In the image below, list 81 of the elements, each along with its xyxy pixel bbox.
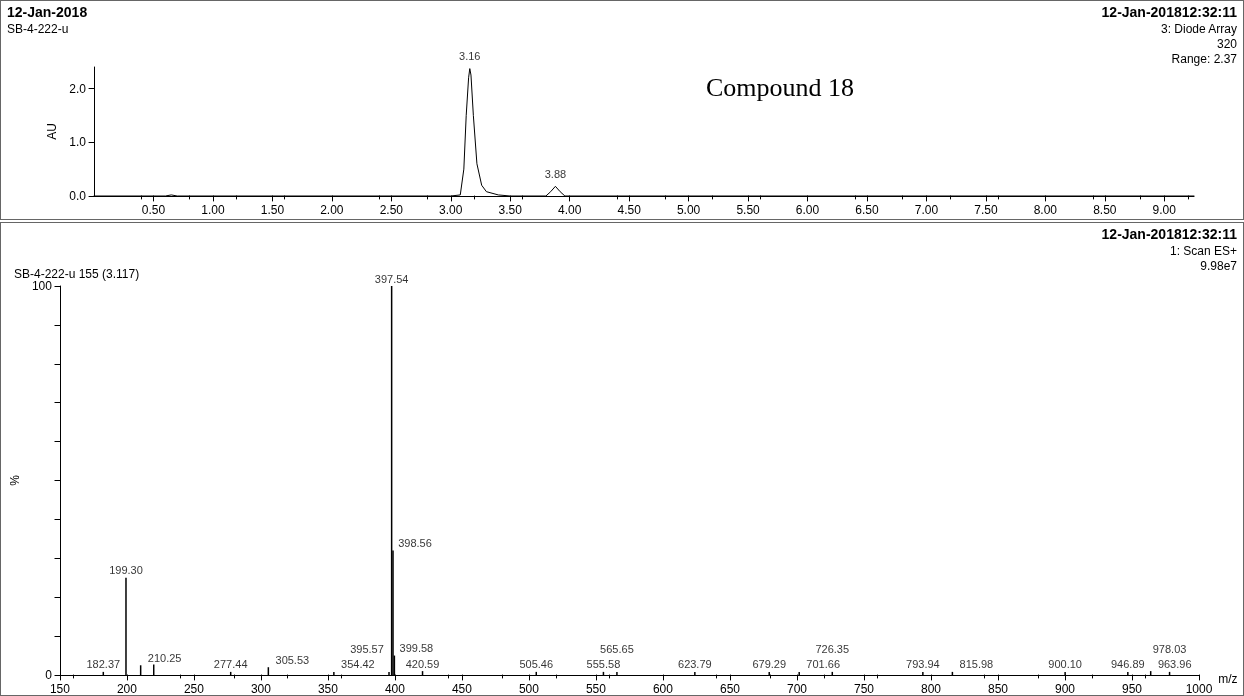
x-tick-label: 4.00 xyxy=(558,203,582,217)
y-tick-label: 0 xyxy=(45,668,53,682)
text: SB-4-222-u xyxy=(7,22,69,36)
text: 1: Scan ES+ xyxy=(1169,244,1237,258)
x-tick-label: 8.00 xyxy=(1033,203,1058,217)
x-tick-label: 600 xyxy=(652,682,674,696)
x-tick-label: 450 xyxy=(451,682,473,696)
x-tick-label: 2.00 xyxy=(320,203,344,217)
y-tick-label: 100 xyxy=(31,279,53,293)
x-tick-label: 200 xyxy=(116,682,138,696)
x-tick-label: 1000 xyxy=(1185,682,1213,696)
annotation: 963.96 xyxy=(1157,657,1192,670)
annotation: 555.58 xyxy=(586,658,621,671)
annotation: 978.03 xyxy=(1152,643,1187,656)
annotation: 397.54 xyxy=(374,272,409,285)
x-tick-label: 1.00 xyxy=(201,203,225,217)
annotation: 623.79 xyxy=(678,658,712,671)
annotation: 505.46 xyxy=(519,658,554,671)
x-tick-label: 150 xyxy=(49,682,71,696)
x-tick-label: 700 xyxy=(786,682,808,696)
x-tick-label: 650 xyxy=(719,682,741,696)
x-tick-label: 6.00 xyxy=(795,203,820,217)
annotation: 946.89 xyxy=(1111,658,1145,671)
x-tick-label: 7.00 xyxy=(914,203,939,217)
text: 9.98e7 xyxy=(1200,259,1238,273)
x-tick-label: 0.50 xyxy=(141,203,166,217)
text: 3: Diode Array xyxy=(1160,22,1237,36)
x-tick-label: 900 xyxy=(1054,682,1076,696)
text: 320 xyxy=(1216,37,1238,51)
x-tick-label: 3.50 xyxy=(498,203,523,217)
y-tick-label: 0.0 xyxy=(69,189,87,203)
x-tick-label: 250 xyxy=(183,682,205,696)
chart-title: Compound 18 xyxy=(706,72,855,102)
y-axis-title: % xyxy=(8,474,22,486)
x-tick-label: 2.50 xyxy=(379,203,404,217)
y-tick-label: 1.0 xyxy=(69,135,87,150)
annotation: 354.42 xyxy=(341,658,375,671)
annotation: 395.57 xyxy=(350,643,384,656)
annotation: 305.53 xyxy=(275,653,310,666)
x-tick-label: 4.50 xyxy=(617,203,642,217)
x-tick-label: 850 xyxy=(987,682,1009,696)
annotation: 815.98 xyxy=(959,658,994,671)
annotation: 3.16 xyxy=(459,50,481,63)
x-axis-title: m/z xyxy=(1218,672,1238,686)
x-tick-label: 400 xyxy=(384,682,406,696)
x-tick-label: 6.50 xyxy=(855,203,879,217)
x-tick-label: 8.50 xyxy=(1093,203,1117,217)
y-axis-title: AU xyxy=(45,123,60,140)
text: 12-Jan-201812:32:11 xyxy=(1101,226,1238,242)
x-tick-label: 7.50 xyxy=(974,203,998,217)
annotation: 3.88 xyxy=(544,167,567,180)
x-tick-label: 3.00 xyxy=(439,203,463,217)
chart-title: SB-4-222-u 155 (3.117) xyxy=(14,267,140,281)
annotation: 726.35 xyxy=(815,643,850,656)
annotation: 199.30 xyxy=(109,564,143,577)
x-tick-label: 950 xyxy=(1121,682,1143,696)
x-tick-label: 1.50 xyxy=(260,203,285,217)
annotation: 900.10 xyxy=(1048,658,1082,671)
text: Range: 2.37 xyxy=(1171,52,1238,66)
annotation: 210.25 xyxy=(147,651,182,664)
x-tick-label: 750 xyxy=(853,682,875,696)
x-tick-label: 300 xyxy=(250,682,272,696)
annotation: 277.44 xyxy=(213,658,248,671)
text: 12-Jan-201812:32:11 xyxy=(1101,4,1238,20)
x-tick-label: 800 xyxy=(920,682,942,696)
annotation: 182.37 xyxy=(86,658,121,671)
x-tick-label: 5.00 xyxy=(676,203,701,217)
x-tick-label: 500 xyxy=(518,682,540,696)
annotation: 399.58 xyxy=(399,642,434,655)
annotation: 398.56 xyxy=(398,537,432,550)
x-tick-label: 550 xyxy=(585,682,607,696)
x-tick-label: 350 xyxy=(317,682,339,696)
annotation: 420.59 xyxy=(405,657,440,670)
annotation: 565.65 xyxy=(600,643,634,656)
text: 12-Jan-2018 xyxy=(7,4,88,20)
annotation: 701.66 xyxy=(806,658,841,671)
annotation: 679.29 xyxy=(752,658,787,671)
y-tick-label: 2.0 xyxy=(69,81,87,96)
x-tick-label: 9.00 xyxy=(1152,203,1177,217)
annotation: 793.94 xyxy=(906,658,940,671)
x-tick-label: 5.50 xyxy=(736,203,761,217)
